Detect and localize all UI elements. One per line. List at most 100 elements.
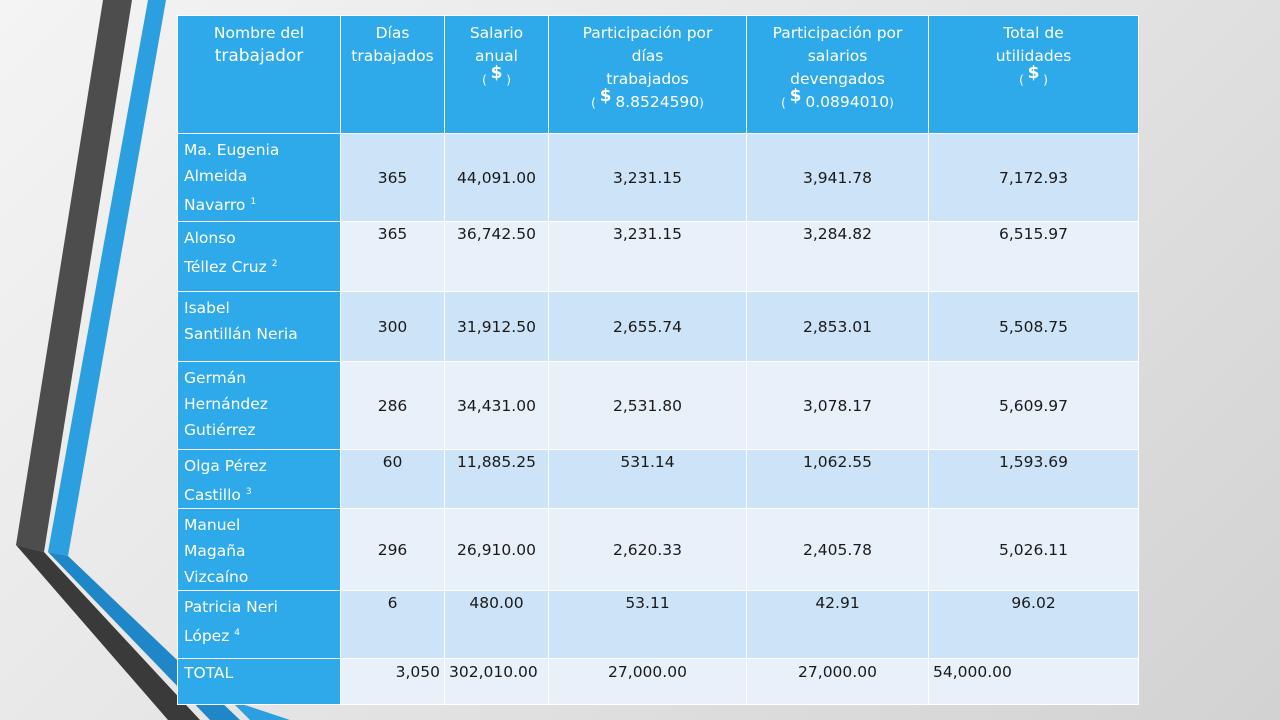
table-row: Alonso Téllez Cruz 2 365 36,742.50 3,231… bbox=[177, 221, 1139, 292]
cell-dias: 6 bbox=[340, 590, 445, 660]
worker-name-line: Almeida bbox=[184, 167, 248, 185]
worker-name: Germán Hernández Gutiérrez bbox=[177, 361, 341, 450]
cell-part-dias: 531.14 bbox=[548, 448, 747, 510]
cell-dias: 296 bbox=[340, 508, 445, 592]
cell-salario: 34,431.00 bbox=[444, 361, 549, 450]
worker-name-line: Téllez Cruz 2 bbox=[184, 251, 336, 280]
cell-total: 5,609.97 bbox=[928, 361, 1139, 450]
header-nombre-line1: Nombre del bbox=[213, 24, 305, 42]
header-total-currency: ( $ ) bbox=[1019, 63, 1048, 87]
header-part-dias-factor: ( $ 8.8524590) bbox=[591, 86, 704, 111]
total-salario: 302,010.00 bbox=[444, 658, 549, 706]
cell-part-salarios: 3,941.78 bbox=[746, 133, 929, 222]
cell-salario: 11,885.25 bbox=[444, 448, 549, 510]
worker-name: Olga Pérez Castillo 3 bbox=[177, 448, 341, 510]
header-part-dias-line2: días bbox=[631, 47, 664, 65]
worker-name-text: Navarro bbox=[184, 196, 246, 215]
cell-total: 5,508.75 bbox=[928, 291, 1139, 362]
dark-stripe-upper bbox=[16, 0, 132, 552]
table-row: Manuel Magaña Vizcaíno 296 26,910.00 2,6… bbox=[177, 508, 1139, 592]
table-row: Patricia Neri López 4 6 480.00 53.11 42.… bbox=[177, 590, 1139, 660]
worker-name: Alonso Téllez Cruz 2 bbox=[177, 221, 341, 292]
header-part-dias-line3: trabajados bbox=[606, 70, 689, 88]
header-row: Nombre del trabajador Días trabajados Sa… bbox=[177, 15, 1139, 134]
worker-name-line: Germán bbox=[184, 369, 247, 387]
header-total-line1: Total de bbox=[1003, 24, 1064, 42]
worker-name: Manuel Magaña Vizcaíno bbox=[177, 508, 341, 592]
total-utilidades: 54,000.00 bbox=[928, 658, 1139, 706]
cell-total: 5,026.11 bbox=[928, 508, 1139, 592]
currency-symbol: $ bbox=[599, 86, 612, 106]
total-dias: 3,050 bbox=[340, 658, 445, 706]
header-dias-line2: trabajados bbox=[351, 47, 434, 65]
worker-name-line: Isabel bbox=[184, 299, 230, 317]
cell-salario: 26,910.00 bbox=[444, 508, 549, 592]
table-row: Germán Hernández Gutiérrez 286 34,431.00… bbox=[177, 361, 1139, 450]
cell-dias: 300 bbox=[340, 291, 445, 362]
worker-name: Isabel Santillán Neria bbox=[177, 291, 341, 362]
cell-dias: 365 bbox=[340, 133, 445, 222]
currency-symbol: $ bbox=[1027, 63, 1040, 83]
worker-name-line: López 4 bbox=[184, 620, 336, 649]
header-part-dias-line1: Participación por bbox=[582, 24, 713, 42]
worker-name-line: Magaña bbox=[184, 542, 246, 561]
total-row: TOTAL 3,050 302,010.00 27,000.00 27,000.… bbox=[177, 658, 1139, 706]
dark-stripe-lower bbox=[16, 545, 200, 720]
header-part-salarios-line1: Participación por bbox=[772, 24, 903, 42]
cell-salario: 31,912.50 bbox=[444, 291, 549, 362]
header-total-line2: utilidades bbox=[995, 47, 1072, 65]
currency-symbol: $ bbox=[490, 63, 503, 83]
cell-part-salarios: 42.91 bbox=[746, 590, 929, 660]
header-salario-currency: ( $ ) bbox=[482, 63, 511, 87]
worker-name: Patricia Neri López 4 bbox=[177, 590, 341, 660]
total-label: TOTAL bbox=[177, 658, 341, 706]
blue-stripe-upper bbox=[48, 0, 166, 556]
cell-part-dias: 2,531.80 bbox=[548, 361, 747, 450]
cell-dias: 365 bbox=[340, 221, 445, 292]
footnote-marker: 4 bbox=[234, 628, 241, 639]
worker-name-line: Alonso bbox=[184, 229, 236, 247]
factor-value: 8.8524590 bbox=[615, 93, 700, 111]
worker-name-text: Téllez Cruz bbox=[184, 258, 267, 277]
cell-salario: 36,742.50 bbox=[444, 221, 549, 292]
worker-name-line: Hernández bbox=[184, 395, 268, 413]
worker-name-line: Patricia Neri bbox=[184, 598, 278, 617]
header-salario-line1: Salario anual bbox=[469, 24, 524, 65]
cell-part-salarios: 3,078.17 bbox=[746, 361, 929, 450]
footnote-marker: 2 bbox=[271, 259, 278, 269]
worker-name-text: López bbox=[184, 627, 230, 646]
worker-name-line: Ma. Eugenia bbox=[184, 141, 280, 159]
worker-name-line: Manuel bbox=[184, 516, 241, 535]
cell-salario: 480.00 bbox=[444, 590, 549, 660]
cell-total: 6,515.97 bbox=[928, 221, 1139, 292]
worker-name-line: Castillo 3 bbox=[184, 479, 336, 508]
utilidades-table: Nombre del trabajador Días trabajados Sa… bbox=[177, 15, 1139, 706]
worker-name-line: Santillán Neria bbox=[184, 325, 298, 343]
cell-part-dias: 2,655.74 bbox=[548, 291, 747, 362]
total-part-salarios: 27,000.00 bbox=[746, 658, 929, 706]
blue-corner-accent bbox=[230, 700, 290, 720]
cell-part-salarios: 3,284.82 bbox=[746, 221, 929, 292]
header-nombre: Nombre del trabajador bbox=[177, 15, 341, 134]
table-row: Olga Pérez Castillo 3 60 11,885.25 531.1… bbox=[177, 448, 1139, 510]
total-part-dias: 27,000.00 bbox=[548, 658, 747, 706]
table-row: Ma. Eugenia Almeida Navarro 1 365 44,091… bbox=[177, 133, 1139, 222]
table-row: Isabel Santillán Neria 300 31,912.50 2,6… bbox=[177, 291, 1139, 362]
currency-symbol: $ bbox=[789, 86, 802, 106]
factor-value: 0.0894010 bbox=[805, 93, 890, 111]
header-part-dias: Participación por días trabajados ( $ 8.… bbox=[548, 15, 747, 134]
cell-part-salarios: 1,062.55 bbox=[746, 448, 929, 510]
footnote-marker: 1 bbox=[250, 197, 257, 207]
header-dias-line1: Días bbox=[375, 24, 410, 42]
header-part-salarios-line3: devengados bbox=[790, 70, 885, 88]
cell-total: 7,172.93 bbox=[928, 133, 1139, 222]
worker-name-line: Navarro 1 bbox=[184, 189, 336, 218]
cell-part-salarios: 2,405.78 bbox=[746, 508, 929, 592]
cell-part-dias: 3,231.15 bbox=[548, 221, 747, 292]
footnote-marker: 3 bbox=[245, 487, 252, 497]
worker-name-line: Olga Pérez bbox=[184, 457, 267, 475]
cell-part-dias: 53.11 bbox=[548, 590, 747, 660]
worker-name-line: Gutiérrez bbox=[184, 421, 256, 439]
worker-name: Ma. Eugenia Almeida Navarro 1 bbox=[177, 133, 341, 222]
